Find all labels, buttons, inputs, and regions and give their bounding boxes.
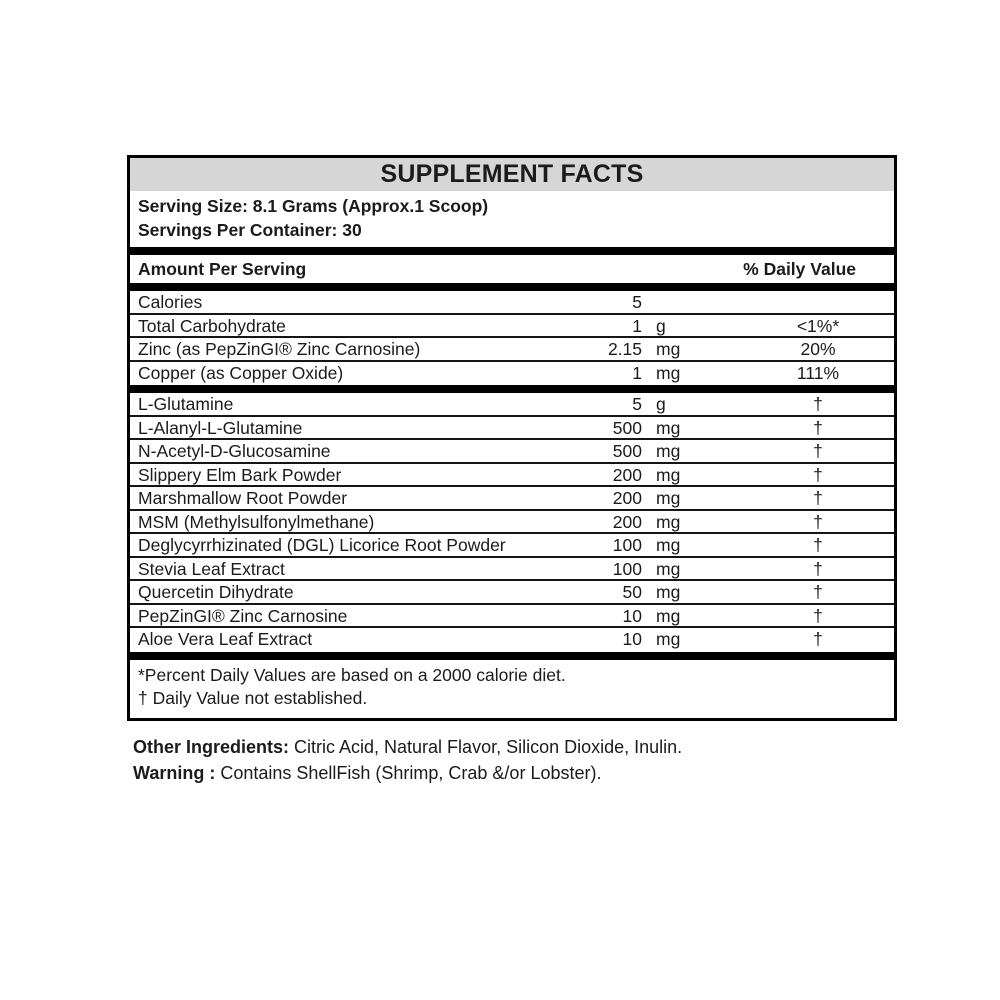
nutrients-section: Calories 5 Total Carbohydrate 1 g <1%* Z…: [130, 291, 894, 385]
ingredient-daily-value: †: [813, 629, 823, 650]
ingredient-amount: 2.15: [607, 339, 642, 359]
table-row: Zinc (as PepZinGI® Zinc Carnosine) 2.15 …: [130, 338, 894, 362]
ingredient-amount: 200: [612, 511, 642, 532]
ingredient-unit: mg: [656, 339, 681, 359]
supplement-facts-panel: SUPPLEMENT FACTS Serving Size: 8.1 Grams…: [127, 155, 897, 721]
ingredient-daily-value: †: [813, 558, 823, 579]
ingredient-amount: 1: [632, 315, 642, 336]
table-row: PepZinGI® Zinc Carnosine 10 mg †: [130, 605, 894, 628]
ingredient-amount: 200: [612, 464, 642, 485]
table-row: Total Carbohydrate 1 g <1%*: [130, 315, 894, 338]
other-ingredients-text: Citric Acid, Natural Flavor, Silicon Dio…: [289, 737, 683, 757]
ingredient-amount: 500: [612, 417, 642, 438]
ingredient-daily-value: †: [813, 582, 823, 602]
other-ingredients: Other Ingredients: Citric Acid, Natural …: [133, 735, 682, 760]
ingredient-name: Total Carbohydrate: [138, 315, 286, 336]
table-row: Quercetin Dihydrate 50 mg †: [130, 581, 894, 605]
ingredient-unit: mg: [656, 464, 681, 485]
ingredient-daily-value: †: [813, 394, 823, 414]
table-row: Deglycyrrhizinated (DGL) Licorice Root P…: [130, 534, 894, 558]
serving-size: Serving Size: 8.1 Grams (Approx.1 Scoop): [138, 196, 489, 216]
ingredient-name: Slippery Elm Bark Powder: [138, 464, 342, 485]
serving-info: Serving Size: 8.1 Grams (Approx.1 Scoop)…: [130, 191, 894, 247]
table-row: Stevia Leaf Extract 100 mg †: [130, 558, 894, 581]
ingredient-daily-value: †: [813, 417, 823, 438]
ingredient-name: Calories: [138, 292, 203, 312]
ingredient-unit: mg: [656, 488, 681, 508]
ingredient-unit: mg: [656, 441, 681, 461]
ingredient-name: Copper (as Copper Oxide): [138, 362, 344, 383]
ingredient-name: MSM (Methylsulfonylmethane): [138, 511, 375, 532]
ingredient-daily-value: 111%: [796, 362, 840, 383]
warning: Warning : Contains ShellFish (Shrimp, Cr…: [133, 761, 682, 786]
panel-title: SUPPLEMENT FACTS: [130, 158, 894, 191]
ingredient-unit: mg: [656, 582, 681, 602]
ingredient-unit: mg: [656, 417, 681, 438]
ingredient-name: L-Alanyl-L-Glutamine: [138, 417, 303, 438]
separator-bar: [130, 385, 894, 393]
ingredient-unit: mg: [656, 605, 681, 626]
ingredient-name: Zinc (as PepZinGI® Zinc Carnosine): [138, 339, 421, 359]
ingredient-amount: 10: [622, 605, 642, 626]
table-header: Amount Per Serving % Daily Value: [130, 255, 894, 283]
table-row: L-Glutamine 5 g †: [130, 393, 894, 417]
ingredient-amount: 500: [612, 441, 642, 461]
ingredient-unit: mg: [656, 362, 681, 383]
ingredient-amount: 1: [632, 362, 642, 383]
ingredient-name: Stevia Leaf Extract: [138, 558, 285, 579]
warning-label: Warning :: [133, 763, 216, 783]
ingredient-daily-value: <1%*: [796, 315, 840, 336]
ingredient-amount: 5: [632, 394, 642, 414]
ingredient-name: Quercetin Dihydrate: [138, 582, 294, 602]
daily-value-header: % Daily Value: [743, 258, 856, 279]
ingredient-name: Marshmallow Root Powder: [138, 488, 348, 508]
ingredient-daily-value: 20%: [800, 339, 836, 359]
botanicals-section: L-Glutamine 5 g † L-Alanyl-L-Glutamine 5…: [130, 393, 894, 652]
table-row: N-Acetyl-D-Glucosamine 500 mg †: [130, 440, 894, 464]
ingredient-unit: mg: [656, 535, 681, 555]
ingredient-daily-value: †: [813, 605, 823, 626]
table-row: Marshmallow Root Powder 200 mg †: [130, 487, 894, 511]
table-row: Slippery Elm Bark Powder 200 mg †: [130, 464, 894, 487]
footnotes: *Percent Daily Values are based on a 200…: [130, 660, 894, 718]
table-row: Copper (as Copper Oxide) 1 mg 111%: [130, 362, 894, 386]
table-row: Aloe Vera Leaf Extract 10 mg †: [130, 628, 894, 652]
ingredient-name: PepZinGI® Zinc Carnosine: [138, 605, 348, 626]
ingredient-amount: 200: [612, 488, 642, 508]
daily-value-not-established-footnote: † Daily Value not established.: [138, 688, 368, 708]
other-ingredients-label: Other Ingredients:: [133, 737, 290, 757]
ingredient-name: L-Glutamine: [138, 394, 234, 414]
warning-text: Contains ShellFish (Shrimp, Crab &/or Lo…: [215, 763, 602, 783]
ingredient-amount: 50: [622, 582, 642, 602]
ingredient-amount: 100: [612, 558, 642, 579]
separator-bar: [130, 283, 894, 291]
ingredient-unit: mg: [656, 511, 681, 532]
ingredient-name: N-Acetyl-D-Glucosamine: [138, 441, 331, 461]
servings-per-container: Servings Per Container: 30: [138, 220, 362, 240]
ingredient-daily-value: †: [813, 441, 823, 461]
ingredient-name: Aloe Vera Leaf Extract: [138, 629, 313, 650]
separator-bar: [130, 651, 894, 660]
ingredient-unit: mg: [656, 558, 681, 579]
table-row: Calories 5: [130, 291, 894, 315]
ingredient-unit: g: [656, 315, 666, 336]
ingredient-unit: mg: [656, 629, 681, 650]
ingredient-amount: 10: [622, 629, 642, 650]
ingredient-daily-value: †: [813, 488, 823, 508]
table-row: L-Alanyl-L-Glutamine 500 mg †: [130, 417, 894, 440]
ingredient-daily-value: †: [813, 511, 823, 532]
ingredient-name: Deglycyrrhizinated (DGL) Licorice Root P…: [138, 535, 506, 555]
amount-per-serving-header: Amount Per Serving: [138, 258, 307, 279]
ingredient-unit: g: [656, 394, 666, 414]
ingredient-daily-value: †: [813, 464, 823, 485]
percent-daily-value-footnote: *Percent Daily Values are based on a 200…: [138, 664, 566, 685]
table-row: MSM (Methylsulfonylmethane) 200 mg †: [130, 511, 894, 534]
below-label-text: Other Ingredients: Citric Acid, Natural …: [133, 735, 682, 786]
ingredient-amount: 100: [612, 535, 642, 555]
ingredient-daily-value: †: [813, 535, 823, 555]
ingredient-amount: 5: [632, 292, 642, 312]
separator-bar: [130, 247, 894, 255]
